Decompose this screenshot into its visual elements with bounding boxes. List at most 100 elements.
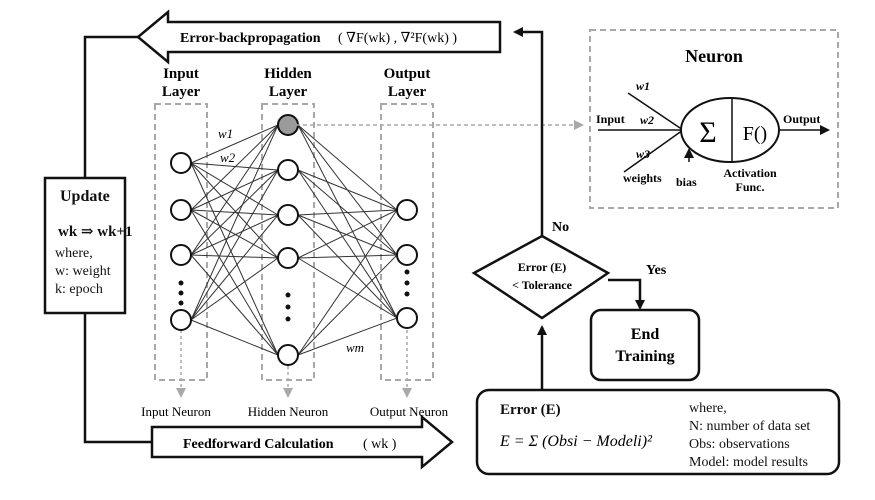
connection-hidden-1-output-0 — [297, 169, 398, 211]
neuron-ellipse — [680, 97, 780, 163]
connection-input-3-hidden-2 — [190, 214, 279, 321]
connection-hidden-3-output-1 — [297, 254, 398, 259]
activation-label-1: Activation — [723, 166, 777, 180]
hidden-node-4 — [277, 344, 299, 366]
connection-hidden-2-output-0 — [297, 209, 398, 216]
feedforward-arrow: Feedforward Calculation ( wk ) — [150, 414, 454, 470]
connection-input-1-hidden-4 — [190, 209, 279, 356]
hidden-node-3 — [277, 247, 299, 269]
activation-symbol: F() — [743, 123, 767, 145]
connection-input-0-hidden-4 — [190, 162, 279, 356]
connection-input-3-hidden-4 — [190, 319, 279, 356]
connection-hidden-4-output-2 — [297, 317, 398, 356]
connection-hidden-0-output-0 — [297, 124, 398, 211]
tolerance-decision: Error (E) < Tolerance — [471, 234, 611, 320]
connection-input-0-hidden-0 — [190, 124, 279, 164]
decision-line-1: Error (E) — [518, 260, 567, 274]
sum-symbol: Σ — [699, 116, 716, 149]
connection-input-2-hidden-1 — [190, 169, 279, 256]
output-layer-title-1: Output — [384, 66, 431, 82]
hidden-layer-box — [261, 103, 315, 381]
input-neuron-label: Input Neuron — [141, 404, 211, 419]
error-where: where, — [689, 401, 727, 416]
hidden-neuron-label: Hidden Neuron — [248, 404, 329, 419]
input-node-0 — [170, 152, 192, 174]
output-node-1 — [396, 244, 418, 266]
error-model-def: Model: model results — [689, 455, 808, 470]
neuron-w3: w3 — [636, 147, 650, 161]
neuron-w1: w1 — [636, 79, 650, 93]
input-layer-title-2: Layer — [162, 84, 201, 100]
neuron-labels: Input Neuron Hidden Neuron Output Neuron — [141, 404, 449, 419]
update-k-def: k: epoch — [55, 282, 103, 297]
network-nodes — [170, 114, 418, 366]
network-connections — [190, 124, 398, 356]
neuron-input-label: Input — [596, 112, 625, 126]
update-w-def: w: weight — [55, 264, 111, 279]
connection-hidden-4-output-0 — [297, 209, 398, 356]
weight-wm: wm — [346, 340, 364, 355]
output-node-2 — [396, 307, 418, 329]
layer-boxes — [154, 103, 434, 381]
hidden-layer-title-1: Hidden — [264, 66, 312, 82]
hidden-layer-title-2: Layer — [269, 84, 308, 100]
hidden-node-2 — [277, 204, 299, 226]
update-title: Update — [60, 188, 110, 205]
connection-hidden-3-output-0 — [297, 209, 398, 259]
weight-w2: w2 — [220, 150, 236, 165]
update-loop-lines — [83, 35, 152, 444]
neuron-output-label: Output — [783, 112, 820, 126]
input-node-3 — [170, 309, 192, 331]
connection-hidden-4-output-1 — [297, 254, 398, 356]
neuron-box: Neuron Σ F() Input Output weights bias A… — [589, 29, 839, 209]
activation-label-2: Func. — [735, 180, 764, 194]
connection-hidden-2-output-2 — [297, 214, 398, 319]
backprop-label: Error-backpropagation — [180, 31, 321, 46]
decision-line-2: < Tolerance — [512, 278, 573, 292]
update-where: where, — [55, 246, 93, 261]
connection-input-0-hidden-3 — [190, 162, 279, 259]
connection-input-1-hidden-0 — [190, 124, 279, 211]
hidden-node-0 — [277, 114, 299, 136]
layer-down-arrows — [176, 330, 412, 398]
weight-w1: w1 — [218, 126, 233, 141]
connection-input-1-hidden-3 — [190, 209, 279, 259]
error-formula: E = Σ (Obsi − Modeli)² — [499, 433, 653, 450]
output-neuron-label: Output Neuron — [370, 404, 449, 419]
output-layer-title-2: Layer — [388, 84, 427, 100]
error-obs-def: Obs: observations — [689, 437, 790, 452]
end-line-2: Training — [615, 348, 674, 365]
hidden-node-1 — [277, 159, 299, 181]
decision-yes: Yes — [646, 263, 667, 278]
error-title: Error (E) — [500, 402, 561, 418]
output-node-0 — [396, 199, 418, 221]
end-line-1: End — [631, 326, 660, 343]
layer-titles: Input Layer Hidden Layer Output Layer — [162, 66, 431, 100]
connection-hidden-3-output-2 — [297, 257, 398, 319]
connection-input-2-hidden-3 — [190, 254, 279, 259]
update-rule: wk ⇒ wk+1 — [58, 224, 133, 240]
connection-hidden-1-output-2 — [297, 169, 398, 319]
update-box — [43, 176, 127, 315]
neuron-w1-line — [627, 92, 684, 131]
connection-input-3-hidden-3 — [190, 257, 279, 321]
connection-input-3-hidden-1 — [190, 169, 279, 321]
connection-hidden-2-output-1 — [297, 214, 398, 256]
input-node-1 — [170, 199, 192, 221]
error-n-def: N: number of data set — [689, 419, 811, 434]
error-box — [475, 388, 841, 476]
neuron-w3-line — [623, 129, 684, 173]
decision-no: No — [552, 220, 569, 235]
ellipsis-dots — [178, 269, 410, 322]
connection-input-3-hidden-0 — [190, 124, 279, 321]
backprop-arrow: Error-backpropagation ( ∇F(wk) , ∇²F(wk)… — [136, 9, 502, 65]
connection-input-2-hidden-0 — [190, 124, 279, 256]
neuron-weights-label: weights — [623, 171, 662, 185]
input-layer-title-1: Input — [163, 66, 199, 82]
end-training-box: End Training — [589, 308, 701, 382]
connection-input-2-hidden-2 — [190, 214, 279, 256]
flow-lines — [513, 27, 645, 389]
backprop-formula: ( ∇F(wk) , ∇²F(wk) ) — [338, 31, 457, 46]
neuron-w2: w2 — [640, 113, 654, 127]
